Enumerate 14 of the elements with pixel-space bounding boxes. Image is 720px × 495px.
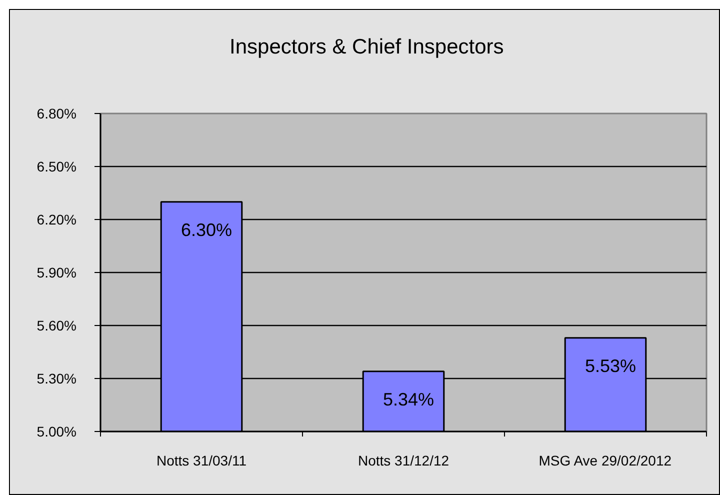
x-tick-label: Notts 31/03/11	[156, 452, 247, 468]
data-label: 5.34%	[382, 389, 434, 410]
y-tick-label: 6.20%	[36, 212, 77, 228]
y-tick-label: 5.00%	[36, 424, 77, 440]
chart-title: Inspectors & Chief Inspectors	[230, 36, 504, 58]
data-label: 6.30%	[180, 220, 232, 240]
y-tick-label: 5.90%	[36, 264, 77, 280]
y-tick-label: 6.80%	[36, 106, 77, 122]
y-tick-label: 5.60%	[36, 318, 77, 334]
y-tick-label: 6.50%	[36, 158, 77, 174]
x-tick-label: MSG Ave 29/02/2012	[538, 452, 672, 468]
y-tick-label: 5.30%	[36, 370, 77, 386]
data-label: 5.53%	[584, 356, 636, 376]
x-tick-label: Notts 31/12/12	[358, 452, 450, 468]
